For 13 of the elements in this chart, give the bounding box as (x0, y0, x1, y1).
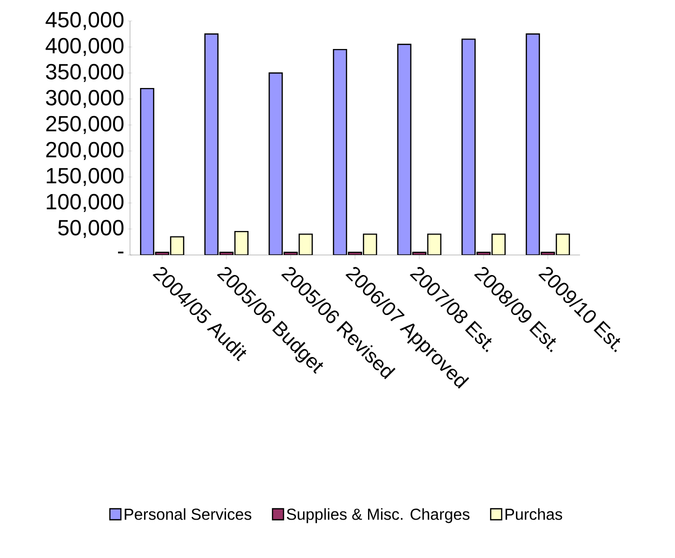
y-tick-label: 350,000 (46, 64, 124, 82)
y-tick-label: 400,000 (46, 38, 124, 56)
y-tick-label: - (118, 252, 124, 254)
y-tick-label: 300,000 (46, 90, 124, 108)
legend-label: Purchas (506, 508, 562, 520)
legend-label: Personal Services (124, 508, 252, 520)
y-tick-label: 200,000 (46, 142, 124, 160)
y-tick-label: 50,000 (58, 220, 124, 238)
y-tick-label: 450,000 (46, 12, 124, 30)
y-tick-label: 150,000 (46, 168, 124, 186)
y-tick-label: 250,000 (46, 116, 124, 134)
y-tick-label: 100,000 (46, 194, 124, 212)
legend-label: Supplies & Misc. Charges (286, 508, 470, 524)
